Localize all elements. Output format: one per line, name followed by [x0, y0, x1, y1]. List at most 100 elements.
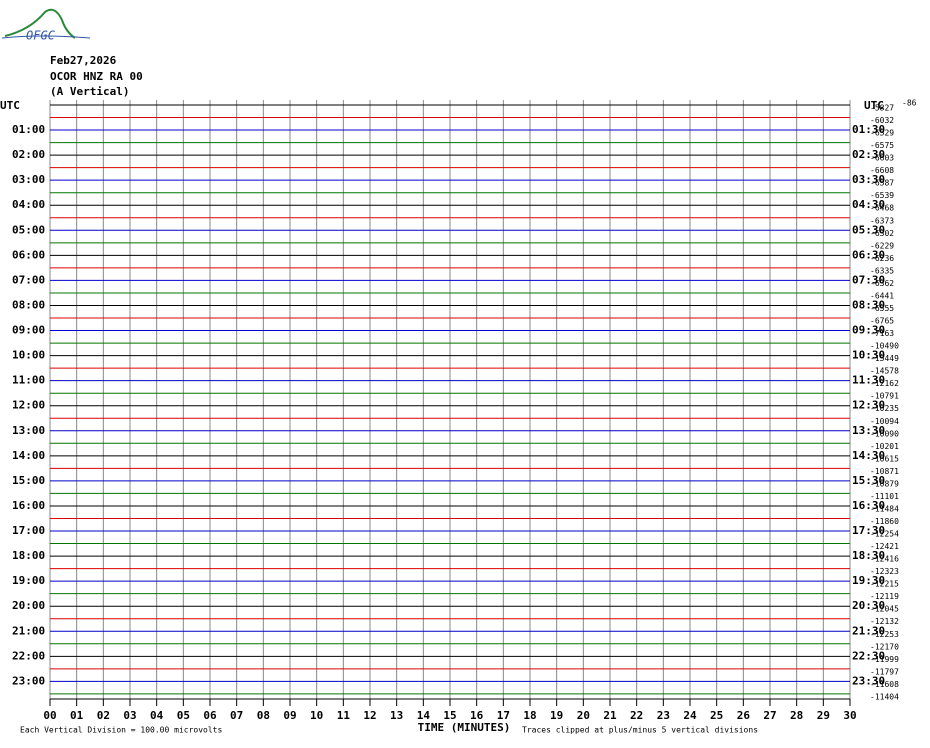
- overflow-label: -86: [902, 99, 917, 108]
- x-tick-label: 25: [710, 709, 723, 722]
- hour-label: 02:00: [12, 148, 45, 161]
- row-value-label: -10090: [870, 429, 899, 438]
- x-tick-label: 11: [337, 709, 351, 722]
- half-hour-label: 10:30: [852, 349, 885, 362]
- hour-label: 05:00: [12, 223, 45, 236]
- hour-label: 13:00: [12, 424, 45, 437]
- half-hour-label: 01:30: [852, 123, 885, 136]
- hour-label: 12:00: [12, 399, 45, 412]
- row-value-label: -6608: [870, 166, 894, 175]
- row-value-label: -10201: [870, 442, 899, 451]
- x-axis-label: TIME (MINUTES): [418, 721, 511, 734]
- x-tick-label: 16: [470, 709, 484, 722]
- x-tick-label: 09: [283, 709, 296, 722]
- hour-label: 03:00: [12, 173, 45, 186]
- row-value-label: -12254: [870, 530, 899, 539]
- row-value-label: -6575: [870, 141, 894, 150]
- half-hour-label: 14:30: [852, 449, 885, 462]
- half-hour-label: 18:30: [852, 549, 885, 562]
- row-value-label: -6229: [870, 241, 894, 250]
- logo: OFGC: [1, 8, 91, 43]
- x-tick-label: 00: [43, 709, 56, 722]
- row-value-label: -10871: [870, 467, 899, 476]
- row-value-label: -12421: [870, 542, 899, 551]
- hour-label: 21:00: [12, 624, 45, 637]
- x-tick-label: 12: [363, 709, 376, 722]
- x-tick-label: 20: [577, 709, 590, 722]
- half-hour-label: 16:30: [852, 499, 885, 512]
- row-value-label: -6236: [870, 254, 894, 263]
- row-value-label: -6555: [870, 304, 894, 313]
- half-hour-label: 22:30: [852, 649, 885, 662]
- half-hour-label: 13:30: [852, 424, 885, 437]
- hour-label: 15:00: [12, 474, 45, 487]
- x-tick-label: 30: [843, 709, 856, 722]
- row-value-label: -12162: [870, 379, 899, 388]
- row-value-label: -6529: [870, 129, 894, 138]
- hour-label: 09:00: [12, 324, 45, 337]
- x-tick-label: 23: [657, 709, 670, 722]
- header-line: (A Vertical): [50, 85, 129, 98]
- row-value-label: -12323: [870, 567, 899, 576]
- row-value-label: -6302: [870, 229, 894, 238]
- half-hour-label: 23:30: [852, 674, 885, 687]
- x-tick-label: 08: [257, 709, 270, 722]
- row-value-label: -15449: [870, 354, 899, 363]
- half-hour-label: 04:30: [852, 198, 885, 211]
- x-tick-label: 13: [390, 709, 403, 722]
- hour-label: 19:00: [12, 574, 45, 587]
- header-line: Feb27,2026: [50, 54, 117, 67]
- row-value-label: -6335: [870, 266, 894, 275]
- x-tick-label: 27: [763, 709, 776, 722]
- half-hour-label: 12:30: [852, 399, 885, 412]
- row-value-label: -12253: [870, 630, 899, 639]
- row-value-label: -11404: [870, 692, 899, 701]
- x-tick-label: 19: [550, 709, 563, 722]
- half-hour-label: 02:30: [852, 148, 885, 161]
- hour-label: 14:00: [12, 449, 45, 462]
- row-value-label: -6468: [870, 204, 894, 213]
- half-hour-label: 03:30: [852, 173, 885, 186]
- hour-label: 18:00: [12, 549, 45, 562]
- hour-label: 10:00: [12, 349, 45, 362]
- half-hour-label: 07:30: [852, 273, 885, 286]
- row-value-label: -12132: [870, 617, 899, 626]
- hour-label: 22:00: [12, 649, 45, 662]
- row-value-label: -6362: [870, 279, 894, 288]
- row-value-label: -10615: [870, 454, 899, 463]
- half-hour-label: 08:30: [852, 298, 885, 311]
- x-tick-label: 17: [497, 709, 510, 722]
- row-value-label: -6765: [870, 317, 894, 326]
- half-hour-label: 21:30: [852, 624, 885, 637]
- hour-label: 23:00: [12, 674, 45, 687]
- row-value-label: -10791: [870, 392, 899, 401]
- x-tick-label: 18: [523, 709, 536, 722]
- row-value-label: -12045: [870, 605, 899, 614]
- x-tick-label: 07: [230, 709, 243, 722]
- row-value-label: -6587: [870, 179, 894, 188]
- hour-label: 01:00: [12, 123, 45, 136]
- row-value-label: -10490: [870, 342, 899, 351]
- half-hour-label: 17:30: [852, 524, 885, 537]
- x-tick-label: 02: [97, 709, 110, 722]
- row-value-label: -11484: [870, 504, 899, 513]
- x-tick-label: 24: [683, 709, 697, 722]
- right-title: UTC: [864, 99, 884, 112]
- x-tick-label: 03: [123, 709, 136, 722]
- row-value-label: -12416: [870, 555, 899, 564]
- row-value-label: -6032: [870, 116, 894, 125]
- row-value-label: -11860: [870, 517, 899, 526]
- row-value-label: -6603: [870, 154, 894, 163]
- x-tick-label: 15: [443, 709, 456, 722]
- header-line: OCOR HNZ RA 00: [50, 70, 143, 83]
- half-hour-label: 15:30: [852, 474, 885, 487]
- row-value-label: -6441: [870, 291, 894, 300]
- hour-label: 11:00: [12, 374, 45, 387]
- footer-note: Each Vertical Division = 100.00 microvol…: [20, 726, 222, 735]
- x-tick-label: 05: [177, 709, 190, 722]
- row-value-label: -6373: [870, 216, 894, 225]
- row-value-label: -10094: [870, 417, 899, 426]
- row-value-label: -11101: [870, 492, 899, 501]
- x-tick-label: 14: [417, 709, 431, 722]
